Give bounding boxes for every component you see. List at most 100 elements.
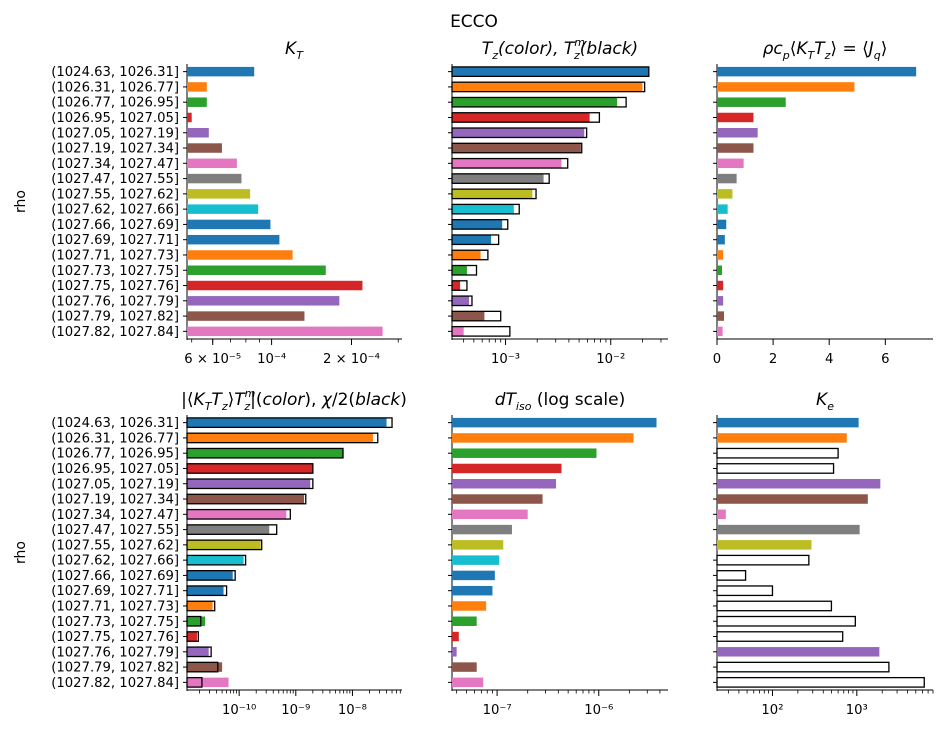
bar-black — [451, 66, 650, 78]
bar-color — [452, 66, 649, 77]
bar — [452, 631, 459, 642]
y-tick-label: (1027.19, 1027.34] — [51, 142, 179, 157]
bar-color — [187, 494, 305, 504]
bar-outline — [716, 661, 890, 673]
plot-tz: 10⁻³ 10⁻² — [448, 64, 668, 367]
x-tick-label: 6 × 10⁻⁵ — [184, 352, 241, 367]
y-tick-label: (1024.63, 1026.31] — [51, 65, 179, 80]
bar-color — [452, 265, 467, 275]
bar — [717, 647, 880, 657]
bar-color — [452, 326, 464, 337]
y-tick-label: (1027.82, 1027.84] — [51, 325, 179, 340]
y-tick-label: (1027.73, 1027.75] — [51, 615, 179, 630]
bar-color — [187, 524, 270, 535]
bar — [187, 219, 271, 230]
bar — [452, 647, 457, 657]
plot-dtiso: 10⁻⁷ 10⁻⁶ — [448, 415, 668, 718]
y-tick-label: (1027.79, 1027.82] — [51, 310, 179, 325]
bar-black — [186, 478, 314, 490]
bar — [717, 143, 754, 153]
y-tick-label: (1027.66, 1027.69] — [51, 218, 179, 233]
bar-black — [186, 447, 344, 459]
bar-black — [186, 585, 228, 597]
bar-outline — [716, 600, 833, 612]
bar — [717, 265, 723, 275]
bar-black — [451, 310, 502, 322]
x-tick-label: 10⁻⁹ — [281, 703, 310, 718]
x-tick-label: 10³ — [846, 703, 868, 718]
bar-black — [451, 81, 646, 93]
bar-black — [186, 524, 278, 535]
y-tick-label: (1027.55, 1027.62] — [51, 187, 179, 202]
bar-black — [186, 508, 291, 520]
bar-outline — [716, 676, 925, 688]
bar-black — [186, 631, 199, 642]
x-tick-label: 2 — [769, 352, 777, 367]
bar — [717, 250, 724, 260]
bar-color — [452, 250, 481, 260]
bar — [187, 173, 242, 184]
bar — [187, 311, 305, 321]
bar — [717, 128, 758, 138]
bar-black — [186, 417, 393, 429]
bar — [452, 555, 500, 565]
bar-color — [452, 143, 581, 153]
plot-ke: 10² 10³ — [713, 415, 934, 718]
bar-color — [187, 570, 233, 581]
bar — [452, 616, 477, 626]
bar — [187, 326, 383, 337]
bar-black — [186, 463, 314, 474]
bar-outline — [716, 631, 844, 642]
bar-color — [187, 616, 206, 626]
y-tick-label: (1027.79, 1027.82] — [51, 661, 179, 676]
bar-color — [452, 173, 544, 184]
bar — [187, 250, 293, 260]
bar-color — [187, 601, 213, 611]
bar-black — [451, 142, 583, 154]
y-tick-label: (1027.55, 1027.62] — [51, 538, 179, 553]
bar — [187, 265, 326, 275]
bar-black — [451, 112, 601, 123]
bar — [717, 189, 733, 199]
bar-black — [451, 234, 500, 246]
y-tick-label: (1027.82, 1027.84] — [51, 676, 179, 691]
bar-color — [452, 219, 503, 230]
bar-black — [451, 295, 473, 307]
bar-outline — [716, 554, 810, 566]
bar — [717, 158, 744, 169]
y-axis-label: rho — [13, 190, 29, 213]
y-tick-label: (1027.73, 1027.75] — [51, 264, 179, 279]
bar — [187, 158, 237, 169]
bar — [717, 326, 723, 337]
bar — [187, 189, 251, 199]
bar — [452, 524, 512, 535]
y-tick-label: (1026.77, 1026.95] — [51, 447, 179, 462]
title-chi: |⟨KTTz⟩Tm z|(color), χ/2(black) — [181, 387, 407, 413]
x-tick-label: 10² — [761, 703, 783, 718]
bar-color — [452, 128, 585, 138]
x-tick-label: 10⁻¹⁰ — [222, 703, 256, 718]
title-kt: KT — [285, 39, 304, 62]
bar — [452, 494, 543, 504]
bar — [452, 417, 657, 428]
y-tick-label: (1026.31, 1026.77] — [51, 431, 179, 446]
bar — [187, 204, 259, 214]
x-tick-label: 6 — [881, 352, 889, 367]
title-dtiso: dTiso (log scale) — [495, 390, 626, 413]
bar — [187, 143, 222, 153]
x-tick-label: 10⁻⁶ — [584, 703, 613, 718]
bar-black — [186, 539, 263, 551]
bar — [717, 417, 859, 428]
y-tick-label: (1027.69, 1027.71] — [51, 584, 179, 599]
suptitle: ECCO — [450, 12, 498, 32]
bar — [717, 204, 728, 214]
bar — [187, 82, 207, 92]
bar-black — [451, 127, 588, 139]
bar-black — [186, 661, 219, 673]
bar — [717, 509, 726, 520]
bar — [187, 112, 192, 123]
bar-black — [186, 676, 203, 688]
x-tick-label: 10⁻³ — [491, 352, 520, 367]
bar-black — [451, 157, 569, 169]
